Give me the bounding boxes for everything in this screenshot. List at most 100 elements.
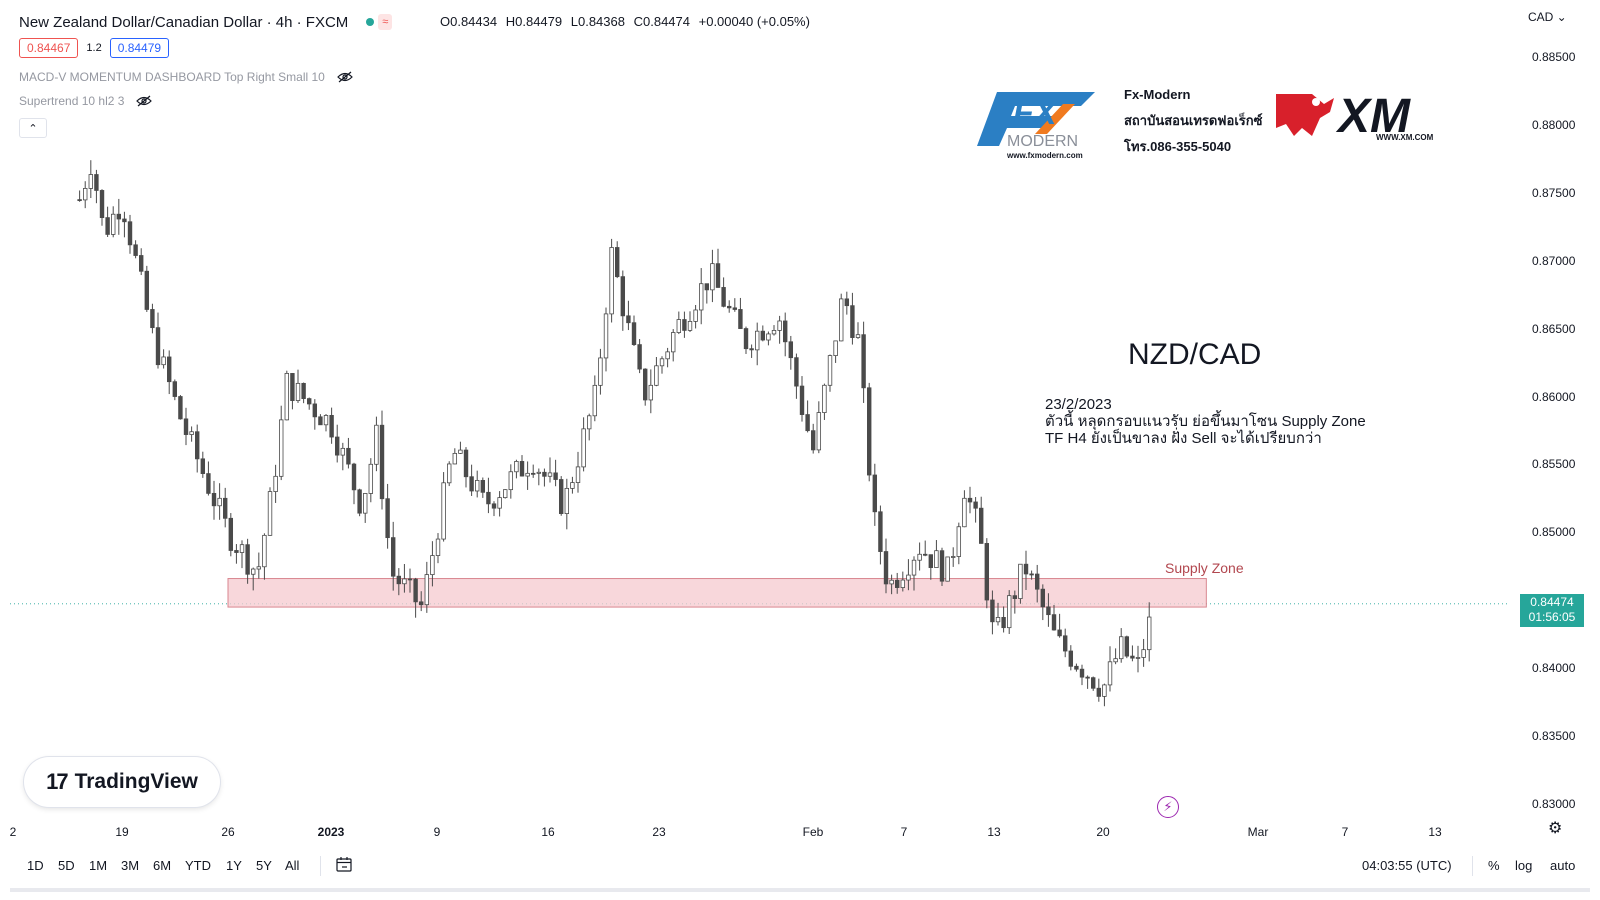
candle-up[interactable] — [654, 365, 659, 386]
candle-up[interactable] — [962, 497, 967, 528]
candle-down[interactable] — [206, 473, 211, 494]
candle-down[interactable] — [704, 283, 710, 291]
candle-up[interactable] — [693, 309, 698, 322]
candle-up[interactable] — [648, 384, 654, 401]
candle-down[interactable] — [643, 368, 648, 401]
candle-up[interactable] — [161, 356, 166, 366]
buy-price-button[interactable]: 0.84479 — [109, 38, 170, 58]
candle-down[interactable] — [419, 601, 424, 606]
candle-down[interactable] — [883, 551, 889, 585]
candle-down[interactable] — [290, 373, 295, 401]
candle-up[interactable] — [671, 332, 676, 353]
candle-up[interactable] — [766, 333, 771, 341]
candle-up[interactable] — [833, 340, 838, 356]
candle-up[interactable] — [458, 449, 463, 454]
candle-down[interactable] — [850, 305, 855, 338]
supply-zone-rect[interactable] — [227, 578, 1207, 608]
candle-up[interactable] — [295, 382, 301, 401]
log-scale-button[interactable]: log — [1515, 858, 1533, 873]
candle-down[interactable] — [94, 174, 99, 191]
candle-up[interactable] — [323, 414, 329, 426]
candle-down[interactable] — [318, 416, 323, 426]
candle-down[interactable] — [553, 472, 558, 480]
candle-up[interactable] — [816, 412, 822, 451]
candle-up[interactable] — [687, 320, 693, 331]
candle-up[interactable] — [340, 447, 346, 456]
candle-down[interactable] — [183, 418, 189, 435]
candle-down[interactable] — [105, 217, 110, 235]
candle-up[interactable] — [284, 373, 290, 421]
tradingview-logo[interactable]: 17 TradingView — [24, 757, 220, 807]
candle-up[interactable] — [514, 461, 519, 473]
sell-price-button[interactable]: 0.84467 — [19, 38, 79, 58]
candle-down[interactable] — [990, 599, 995, 623]
candle-down[interactable] — [1085, 676, 1090, 679]
candle-down[interactable] — [1130, 655, 1135, 659]
range-3m[interactable]: 3M — [121, 858, 140, 873]
candle-up[interactable] — [452, 452, 458, 465]
collapse-legend-button[interactable]: ⌃ — [19, 118, 47, 138]
indicator-supertrend-row[interactable]: Supertrend 10 hl2 3 — [19, 94, 153, 108]
candle-down[interactable] — [531, 472, 536, 475]
candle-up[interactable] — [1007, 595, 1012, 629]
candle-up[interactable] — [676, 319, 682, 333]
candle-down[interactable] — [715, 263, 721, 288]
candle-down[interactable] — [1001, 617, 1006, 629]
candle-down[interactable] — [923, 553, 928, 556]
candle-up[interactable] — [665, 351, 670, 360]
candle-down[interactable] — [637, 344, 642, 370]
candle-down[interactable] — [1091, 677, 1096, 689]
candle-up[interactable] — [906, 574, 911, 581]
range-1y[interactable]: 1Y — [226, 858, 242, 873]
candle-up[interactable] — [239, 544, 245, 553]
candle-down[interactable] — [385, 498, 390, 539]
candle-up[interactable] — [1018, 563, 1023, 599]
candle-down[interactable] — [1046, 606, 1051, 616]
candle-down[interactable] — [984, 543, 990, 601]
candle-up[interactable] — [217, 497, 222, 507]
candle-up[interactable] — [88, 174, 94, 189]
candle-down[interactable] — [144, 270, 150, 310]
candle-up[interactable] — [1119, 636, 1124, 660]
candle-up[interactable] — [508, 471, 514, 491]
candle-down[interactable] — [379, 424, 385, 500]
candle-down[interactable] — [469, 476, 474, 492]
lightning-icon[interactable]: ⚡ — [1157, 796, 1179, 818]
range-ytd[interactable]: YTD — [185, 858, 211, 873]
candle-up[interactable] — [900, 579, 906, 588]
candle-down[interactable] — [301, 382, 306, 400]
annotation-title[interactable]: NZD/CAD — [1128, 338, 1262, 371]
candle-up[interactable] — [855, 334, 861, 338]
supply-zone-label[interactable]: Supply Zone — [1165, 560, 1244, 576]
candle-up[interactable] — [570, 482, 575, 489]
auto-scale-button[interactable]: auto — [1550, 858, 1576, 873]
candle-down[interactable] — [245, 544, 250, 575]
candle-down[interactable] — [178, 396, 183, 420]
candle-down[interactable] — [939, 550, 945, 582]
candle-down[interactable] — [1063, 635, 1068, 652]
candle-up[interactable] — [699, 283, 704, 311]
candle-up[interactable] — [189, 431, 194, 435]
candle-up[interactable] — [536, 471, 542, 474]
candle-down[interactable] — [979, 507, 984, 544]
candle-up[interactable] — [447, 463, 452, 484]
candle-down[interactable] — [738, 309, 743, 329]
candle-up[interactable] — [363, 493, 368, 514]
candle-down[interactable] — [167, 356, 172, 383]
candle-up[interactable] — [402, 578, 407, 585]
candle-up[interactable] — [889, 579, 894, 585]
candle-up[interactable] — [777, 320, 782, 331]
candle-up[interactable] — [83, 188, 88, 201]
candle-down[interactable] — [223, 497, 228, 519]
candle-down[interactable] — [1074, 665, 1079, 670]
candle-down[interactable] — [116, 213, 122, 220]
candle-down[interactable] — [615, 247, 620, 278]
candle-up[interactable] — [273, 475, 278, 492]
candle-down[interactable] — [463, 449, 469, 478]
candle-down[interactable] — [172, 381, 178, 397]
candle-down[interactable] — [329, 414, 334, 438]
candle-up[interactable] — [603, 313, 609, 359]
candle-up[interactable] — [374, 424, 379, 465]
candle-up[interactable] — [945, 556, 950, 582]
candle-up[interactable] — [475, 480, 480, 492]
